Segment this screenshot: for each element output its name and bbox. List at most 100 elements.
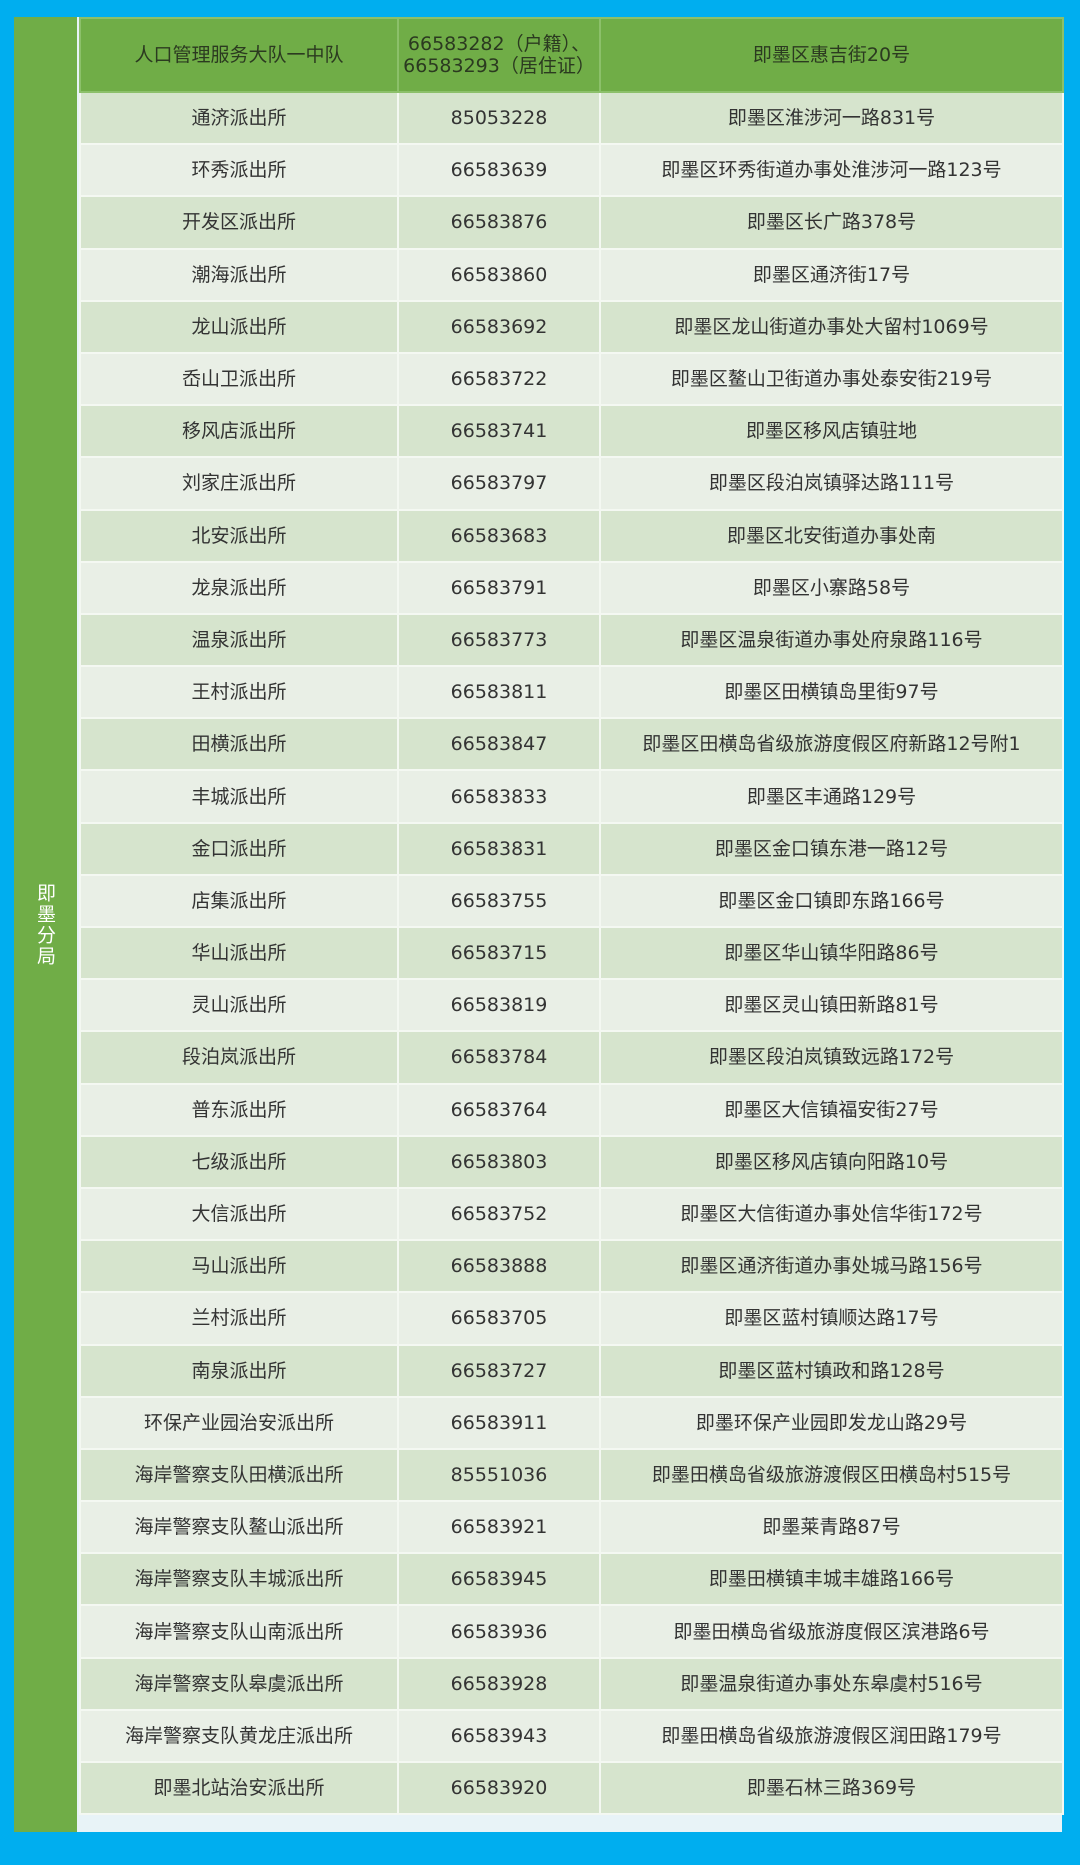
- police-station-table: 即墨分局 人口管理服务大队一中队 66583282（户籍）、66583293（居…: [14, 17, 1064, 1832]
- station-phone: 66583683: [397, 508, 601, 563]
- station-address: 即墨区段泊岚镇驿达路111号: [599, 456, 1064, 511]
- table-row: 段泊岚派出所 66583784 即墨区段泊岚镇致远路172号: [79, 1030, 1064, 1085]
- table-row: 华山派出所 66583715 即墨区华山镇华阳路86号: [79, 925, 1064, 981]
- table-row: 北安派出所 66583683 即墨区北安街道办事处南: [79, 508, 1064, 563]
- station-phone: 66583715: [397, 925, 601, 981]
- station-address: 即墨区淮涉河一路831号: [599, 90, 1064, 146]
- station-name: 北安派出所: [79, 508, 399, 563]
- table-row: 温泉派出所 66583773 即墨区温泉街道办事处府泉路116号: [79, 612, 1064, 668]
- station-phone: 66583773: [397, 612, 601, 668]
- station-name: 环秀派出所: [79, 143, 399, 198]
- station-name: 华山派出所: [79, 925, 399, 981]
- unit-name: 人口管理服务大队一中队: [79, 17, 399, 93]
- table-row: 南泉派出所 66583727 即墨区蓝村镇政和路128号: [79, 1343, 1064, 1398]
- station-address: 即墨区小寨路58号: [599, 560, 1064, 615]
- station-name: 马山派出所: [79, 1239, 399, 1294]
- station-phone: 66583797: [397, 456, 601, 511]
- station-address: 即墨田横岛省级旅游度假区滨港路6号: [599, 1604, 1064, 1659]
- station-address: 即墨区丰通路129号: [599, 769, 1064, 824]
- table-row: 普东派出所 66583764 即墨区大信镇福安街27号: [79, 1082, 1064, 1137]
- table-row: 海岸警察支队田横派出所 85551036 即墨田横岛省级旅游渡假区田横岛村515号: [79, 1447, 1064, 1503]
- station-name: 龙泉派出所: [79, 560, 399, 615]
- table-row: 通济派出所 85053228 即墨区淮涉河一路831号: [79, 90, 1064, 146]
- station-list: 人口管理服务大队一中队 66583282（户籍）、66583293（居住证） 即…: [79, 17, 1064, 1816]
- station-address: 即墨莱青路87号: [599, 1500, 1064, 1555]
- station-address: 即墨区通济街道办事处城马路156号: [599, 1239, 1064, 1294]
- station-name: 温泉派出所: [79, 612, 399, 668]
- station-phone: 66583705: [397, 1291, 601, 1346]
- station-phone: 66583860: [397, 247, 601, 302]
- station-name: 海岸警察支队田横派出所: [79, 1447, 399, 1503]
- station-phone: 66583692: [397, 299, 601, 354]
- station-address: 即墨区移风店镇驻地: [599, 404, 1064, 459]
- station-address: 即墨石林三路369号: [599, 1760, 1064, 1816]
- table-row: 龙山派出所 66583692 即墨区龙山街道办事处大留村1069号: [79, 299, 1064, 354]
- station-phone: 85551036: [397, 1447, 601, 1503]
- station-name: 七级派出所: [79, 1134, 399, 1189]
- station-phone: 66583943: [397, 1708, 601, 1764]
- station-address: 即墨区田横岛省级旅游度假区府新路12号附1: [599, 717, 1064, 772]
- station-address: 即墨区长广路378号: [599, 195, 1064, 250]
- station-name: 段泊岚派出所: [79, 1030, 399, 1085]
- station-name: 即墨北站治安派出所: [79, 1760, 399, 1816]
- station-name: 丰城派出所: [79, 769, 399, 824]
- station-phone: 66583791: [397, 560, 601, 615]
- station-name: 灵山派出所: [79, 978, 399, 1033]
- station-name: 金口派出所: [79, 821, 399, 876]
- table-row: 环秀派出所 66583639 即墨区环秀街道办事处淮涉河一路123号: [79, 143, 1064, 198]
- table-row: 七级派出所 66583803 即墨区移风店镇向阳路10号: [79, 1134, 1064, 1189]
- station-name: 田横派出所: [79, 717, 399, 772]
- station-name: 开发区派出所: [79, 195, 399, 250]
- station-address: 即墨区环秀街道办事处淮涉河一路123号: [599, 143, 1064, 198]
- station-phone: 66583911: [397, 1395, 601, 1450]
- station-address: 即墨环保产业园即发龙山路29号: [599, 1395, 1064, 1450]
- station-address: 即墨区灵山镇田新路81号: [599, 978, 1064, 1033]
- station-address: 即墨田横岛省级旅游渡假区润田路179号: [599, 1708, 1064, 1764]
- station-phone: 66583639: [397, 143, 601, 198]
- station-phone: 66583722: [397, 351, 601, 407]
- table-row: 环保产业园治安派出所 66583911 即墨环保产业园即发龙山路29号: [79, 1395, 1064, 1450]
- station-name: 店集派出所: [79, 873, 399, 929]
- station-phone: 66583831: [397, 821, 601, 876]
- station-address: 即墨区段泊岚镇致远路172号: [599, 1030, 1064, 1085]
- table-row: 马山派出所 66583888 即墨区通济街道办事处城马路156号: [79, 1239, 1064, 1294]
- station-address: 即墨区鳌山卫街道办事处泰安街219号: [599, 351, 1064, 407]
- station-phone: 66583945: [397, 1552, 601, 1607]
- station-phone: 85053228: [397, 90, 601, 146]
- station-name: 通济派出所: [79, 90, 399, 146]
- station-phone: 66583755: [397, 873, 601, 929]
- table-row: 灵山派出所 66583819 即墨区灵山镇田新路81号: [79, 978, 1064, 1033]
- station-name: 普东派出所: [79, 1082, 399, 1137]
- station-phone: 66583803: [397, 1134, 601, 1189]
- table-row: 即墨北站治安派出所 66583920 即墨石林三路369号: [79, 1760, 1064, 1816]
- station-phone: 66583819: [397, 978, 601, 1033]
- station-address: 即墨区北安街道办事处南: [599, 508, 1064, 563]
- table-row: 岙山卫派出所 66583722 即墨区鳌山卫街道办事处泰安街219号: [79, 351, 1064, 407]
- table-row: 海岸警察支队皋虞派出所 66583928 即墨温泉街道办事处东皋虞村516号: [79, 1656, 1064, 1711]
- station-phone: 66583888: [397, 1239, 601, 1294]
- station-name: 海岸警察支队山南派出所: [79, 1604, 399, 1659]
- table-row: 海岸警察支队山南派出所 66583936 即墨田横岛省级旅游度假区滨港路6号: [79, 1604, 1064, 1659]
- station-phone: 66583752: [397, 1186, 601, 1242]
- station-address: 即墨区金口镇即东路166号: [599, 873, 1064, 929]
- station-phone: 66583928: [397, 1656, 601, 1711]
- station-phone: 66583936: [397, 1604, 601, 1659]
- station-address: 即墨田横镇丰城丰雄路166号: [599, 1552, 1064, 1607]
- station-address: 即墨区通济街17号: [599, 247, 1064, 302]
- station-phone: 66583811: [397, 665, 601, 720]
- table-row: 潮海派出所 66583860 即墨区通济街17号: [79, 247, 1064, 302]
- bureau-cell: 即墨分局: [14, 17, 77, 1832]
- station-phone: 66583847: [397, 717, 601, 772]
- table-row: 王村派出所 66583811 即墨区田横镇岛里街97号: [79, 665, 1064, 720]
- unit-address: 即墨区惠吉街20号: [599, 17, 1064, 93]
- station-name: 龙山派出所: [79, 299, 399, 354]
- station-phone: 66583764: [397, 1082, 601, 1137]
- station-address: 即墨区蓝村镇政和路128号: [599, 1343, 1064, 1398]
- station-name: 海岸警察支队黄龙庄派出所: [79, 1708, 399, 1764]
- table-row: 海岸警察支队丰城派出所 66583945 即墨田横镇丰城丰雄路166号: [79, 1552, 1064, 1607]
- station-name: 大信派出所: [79, 1186, 399, 1242]
- station-name: 刘家庄派出所: [79, 456, 399, 511]
- station-address: 即墨区蓝村镇顺达路17号: [599, 1291, 1064, 1346]
- station-name: 海岸警察支队丰城派出所: [79, 1552, 399, 1607]
- station-phone: 66583784: [397, 1030, 601, 1085]
